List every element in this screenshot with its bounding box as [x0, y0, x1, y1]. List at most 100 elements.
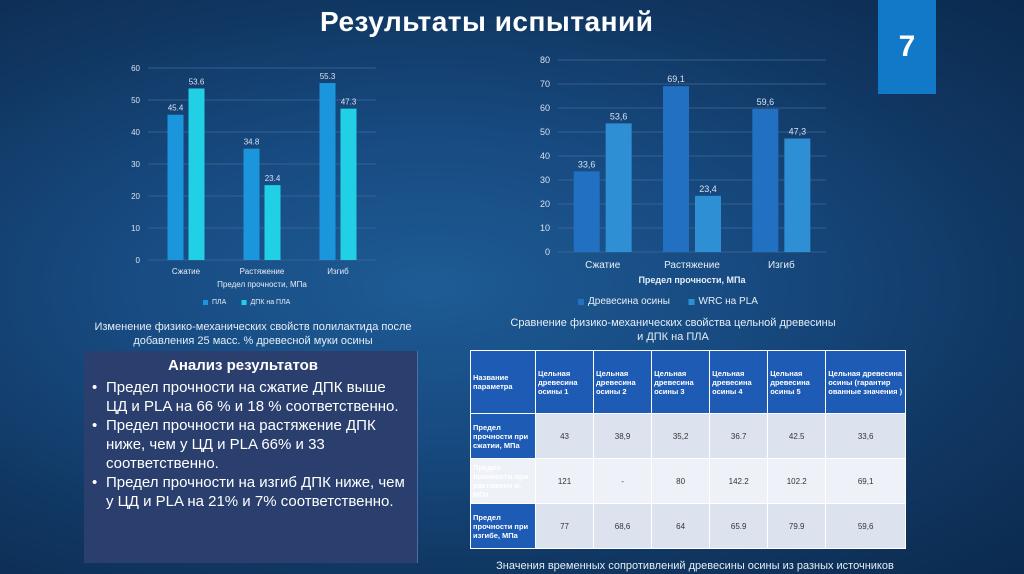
table-cell: 102.2 — [767, 458, 827, 504]
chart1-caption: Изменение физико-механических свойств по… — [94, 321, 412, 347]
table-row: Предел прочности при растяжени и, МПа 12… — [470, 458, 906, 504]
chart-wood-vs-wrc: 0 10 20 30 40 50 60 70 80 33,6 53,6 Сжатие 69,1 23,4 Р… — [540, 55, 826, 307]
analysis-box: Анализ результатов Предел прочности на с… — [84, 351, 418, 563]
table-cell: 77 — [534, 503, 595, 549]
legend-swatch — [203, 300, 208, 305]
bar — [752, 108, 779, 253]
analysis-item: Предел прочности на сжатие ДПК выше ЦД и… — [92, 378, 407, 416]
y-tick-label: 30 — [131, 160, 140, 169]
table-cell: 42.5 — [767, 413, 827, 459]
analysis-heading: Анализ результатов — [168, 357, 318, 374]
legend-label: Древесина осины — [588, 296, 670, 307]
table-header-cell: Цельная древесина осины 3 — [651, 350, 711, 414]
x-axis-title: Предел прочности, МПа — [217, 280, 307, 289]
y-tick-label: 20 — [540, 199, 550, 209]
y-tick-label: 0 — [136, 256, 141, 265]
table-row-header: Предел прочности при растяжени и, МПа — [470, 458, 536, 504]
table-cell: 69,1 — [825, 458, 906, 504]
y-tick-label: 80 — [540, 55, 550, 65]
legend-label: ПЛА — [212, 299, 227, 306]
data-label: 23.4 — [265, 174, 281, 183]
table-header-cell: Цельная древесина осины 1 — [534, 350, 595, 414]
data-label: 33,6 — [578, 159, 596, 169]
bar — [605, 123, 632, 252]
x-category-label: Растяжение — [240, 267, 285, 276]
bar — [340, 108, 357, 260]
table-cell: 35,2 — [651, 413, 711, 459]
x-category-label: Сжатие — [172, 267, 201, 276]
y-tick-label: 60 — [131, 64, 140, 73]
y-tick-label: 40 — [540, 151, 550, 161]
bar — [243, 148, 260, 260]
data-label: 47,3 — [789, 126, 807, 136]
y-tick-label: 10 — [131, 224, 140, 233]
x-category-label: Изгиб — [327, 267, 349, 276]
table-cell: 142.2 — [709, 458, 769, 504]
table-row-header: Предел прочности при сжатии, МПа — [470, 413, 536, 459]
y-tick-label: 50 — [540, 127, 550, 137]
bar — [188, 88, 205, 260]
bar — [319, 83, 336, 260]
table-header-row: Название параметра Цельная древесина оси… — [470, 350, 906, 414]
chart-pla-vs-dpk: 0 10 20 30 40 50 60 45.4 53.6 Сжатие 34.8 23.4 Растя… — [131, 64, 376, 306]
analysis-item: Предел прочности на растяжение ДПК ниже,… — [92, 416, 407, 473]
slide-number: 7 — [878, 0, 936, 94]
bar — [573, 171, 600, 252]
table-row: Предел прочности при изгибе, МПа 77 68,6… — [470, 503, 906, 549]
x-category-label: Сжатие — [585, 260, 621, 271]
analysis-list: Предел прочности на сжатие ДПК выше ЦД и… — [88, 378, 407, 511]
legend-label: WRC на PLA — [699, 296, 759, 307]
y-tick-label: 70 — [540, 79, 550, 89]
bar — [784, 138, 811, 252]
table-cell: 64 — [651, 503, 711, 549]
legend-swatch — [578, 299, 584, 305]
y-tick-label: 20 — [131, 192, 140, 201]
wood-strength-table: Название параметра Цельная древесина оси… — [470, 350, 906, 549]
data-label: 53.6 — [189, 77, 205, 86]
legend-swatch — [688, 299, 695, 305]
table-cell: 33,6 — [825, 413, 906, 459]
data-label: 69,1 — [667, 74, 685, 84]
analysis-item: Предел прочности на изгиб ДПК ниже, чем … — [92, 473, 407, 511]
y-tick-label: 10 — [540, 223, 550, 233]
chart2-caption: Сравнение физико-механических свойства ц… — [510, 317, 836, 343]
data-label: 23,4 — [699, 184, 717, 194]
data-label: 59,6 — [757, 97, 775, 107]
x-category-label: Изгиб — [768, 259, 795, 271]
table-header-cell: Название параметра — [470, 350, 536, 414]
data-label: 53,6 — [610, 111, 628, 121]
y-tick-label: 40 — [131, 128, 140, 137]
bar — [663, 86, 689, 252]
table-cell: 38,9 — [593, 413, 653, 459]
table-cell: - — [593, 458, 653, 504]
table-header-cell: Цельная древесина осины 4 — [709, 350, 769, 414]
y-tick-label: 50 — [131, 96, 140, 105]
table-cell: 36.7 — [709, 413, 769, 459]
table-cell: 80 — [651, 458, 711, 504]
table-row-header: Предел прочности при изгибе, МПа — [470, 503, 536, 549]
bar — [264, 185, 281, 260]
x-axis-title: Предел прочности, МПа — [638, 275, 746, 285]
bar — [695, 195, 721, 252]
data-label: 34.8 — [244, 138, 260, 147]
data-label: 47.3 — [341, 98, 357, 107]
data-label: 45.4 — [168, 104, 184, 113]
x-category-label: Растяжение — [664, 260, 720, 271]
table-cell: 121 — [534, 458, 595, 504]
table-header-cell: Цельная древесина осины 5 — [767, 350, 827, 414]
legend-swatch — [241, 300, 247, 305]
table-caption: Значения временных сопротивлений древеси… — [496, 560, 894, 572]
table-cell: 68,6 — [593, 503, 653, 549]
bar — [167, 114, 184, 260]
table-cell: 43 — [534, 413, 595, 459]
table-header-cell: Цельная древесина осины (гарантир ованны… — [825, 350, 906, 414]
table-row: Предел прочности при сжатии, МПа 43 38,9… — [470, 413, 906, 459]
table-cell: 65.9 — [709, 503, 769, 549]
y-tick-label: 0 — [545, 247, 550, 257]
data-label: 55.3 — [320, 72, 336, 81]
table-cell: 79.9 — [767, 503, 827, 549]
table-cell: 59,6 — [825, 503, 906, 549]
y-tick-label: 60 — [540, 103, 550, 113]
y-tick-label: 30 — [540, 175, 550, 185]
legend-label: ДПК на ПЛА — [251, 299, 291, 306]
